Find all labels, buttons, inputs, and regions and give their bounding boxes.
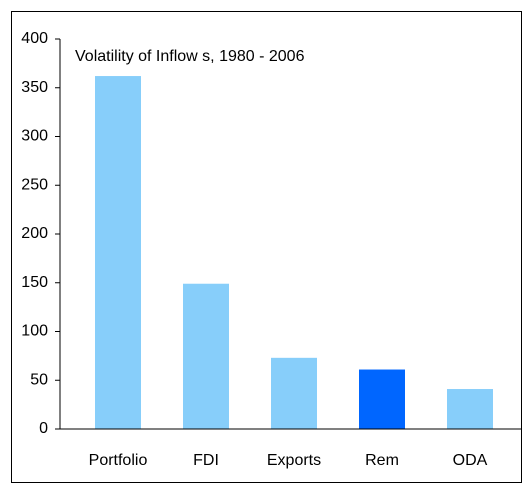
y-tick-label: 250 [21,176,48,193]
x-tick-label: Exports [267,452,321,469]
chart-title: Volatility of Inflow s, 1980 - 2006 [75,48,305,65]
bar [183,283,229,429]
y-tick-label: 200 [21,225,48,242]
bar [95,76,141,430]
y-tick-label: 350 [21,79,48,96]
y-tick-label: 300 [21,128,48,145]
x-tick-label: ODA [453,452,488,469]
bar [447,389,493,429]
y-tick-label: 400 [21,30,48,47]
y-tick-label: 100 [21,323,48,340]
chart-frame [11,11,522,483]
y-tick-label: 50 [30,371,48,388]
bar [359,369,405,429]
bar [271,357,317,429]
x-tick-label: FDI [193,452,219,469]
y-tick-label: 0 [39,420,48,437]
x-tick-label: Portfolio [89,452,148,469]
x-tick-label: Rem [365,452,399,469]
y-tick-label: 150 [21,274,48,291]
